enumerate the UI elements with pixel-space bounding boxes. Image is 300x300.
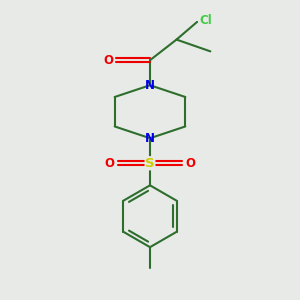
Text: O: O: [103, 54, 113, 67]
Text: Cl: Cl: [200, 14, 212, 27]
Text: O: O: [185, 157, 195, 170]
Text: N: N: [145, 132, 155, 145]
Text: O: O: [105, 157, 115, 170]
Text: N: N: [145, 79, 155, 92]
Text: S: S: [145, 157, 155, 170]
